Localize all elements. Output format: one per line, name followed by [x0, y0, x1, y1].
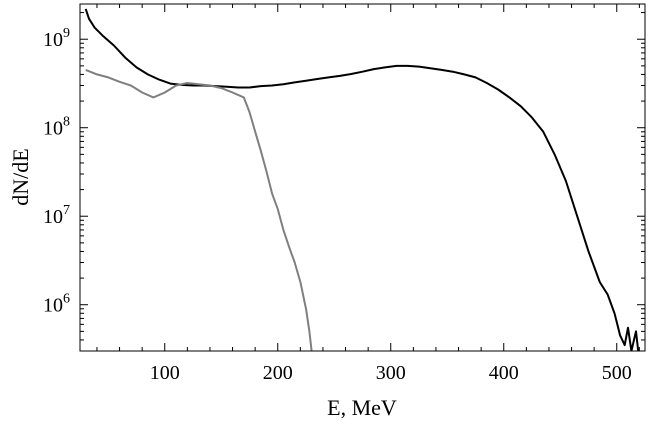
- y-tick-label: 109: [43, 26, 70, 51]
- x-tick-label: 400: [489, 362, 519, 384]
- axes-ticks: 100 200 300 400 500 106 107 108 109: [43, 4, 645, 384]
- x-tick-label: 200: [263, 362, 293, 384]
- y-tick-label: 108: [43, 115, 70, 140]
- plot-frame: [79, 3, 646, 352]
- y-axis-title: dN/dE: [8, 148, 33, 205]
- y-tick-label: 106: [43, 292, 70, 317]
- y-tick-label: 107: [43, 203, 70, 228]
- x-axis-title: E, MeV: [327, 395, 397, 420]
- x-tick-label: 300: [376, 362, 406, 384]
- series-line-2: [85, 68, 313, 351]
- plot-area: [84, 8, 640, 351]
- x-tick-label: 100: [150, 362, 180, 384]
- series-line-1: [84, 8, 640, 351]
- x-tick-label: 500: [602, 362, 632, 384]
